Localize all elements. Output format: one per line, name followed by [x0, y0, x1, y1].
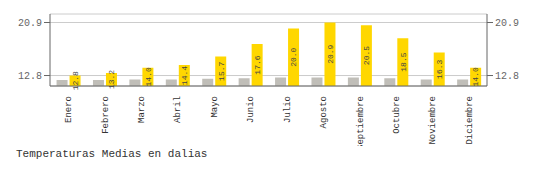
svg-text:14.4: 14.4 [180, 66, 189, 85]
svg-text:20.9: 20.9 [18, 18, 42, 29]
svg-text:20.5: 20.5 [362, 46, 371, 65]
svg-text:Diciembre: Diciembre [465, 96, 475, 145]
svg-text:Octubre: Octubre [392, 96, 402, 134]
svg-text:20.9: 20.9 [495, 18, 519, 29]
svg-text:14.0: 14.0 [144, 67, 153, 86]
svg-text:17.6: 17.6 [253, 55, 262, 74]
svg-text:Junio: Junio [246, 96, 256, 123]
svg-text:Marzo: Marzo [137, 96, 147, 123]
svg-text:16.3: 16.3 [435, 60, 444, 79]
svg-text:Noviembre: Noviembre [428, 96, 438, 145]
svg-text:13.2: 13.2 [107, 70, 116, 89]
svg-text:Febrero: Febrero [101, 96, 111, 134]
svg-text:20.9: 20.9 [326, 44, 335, 63]
svg-text:20.0: 20.0 [289, 47, 298, 66]
svg-text:Enero: Enero [64, 96, 74, 123]
svg-text:12.8: 12.8 [71, 71, 80, 90]
svg-text:12.8: 12.8 [18, 71, 42, 82]
svg-text:Agosto: Agosto [319, 96, 329, 128]
svg-text:18.5: 18.5 [399, 52, 408, 71]
svg-text:Mayo: Mayo [210, 96, 220, 118]
svg-text:15.7: 15.7 [217, 61, 226, 80]
svg-text:Septiembre: Septiembre [356, 96, 366, 146]
html-text:Temperaturas Medias en dalias: Temperaturas Medias en dalias [16, 148, 208, 160]
svg-text:12.8: 12.8 [495, 71, 519, 82]
svg-text:Julio: Julio [283, 96, 293, 123]
svg-text:Abril: Abril [173, 96, 183, 123]
svg-text:14.0: 14.0 [471, 67, 480, 86]
